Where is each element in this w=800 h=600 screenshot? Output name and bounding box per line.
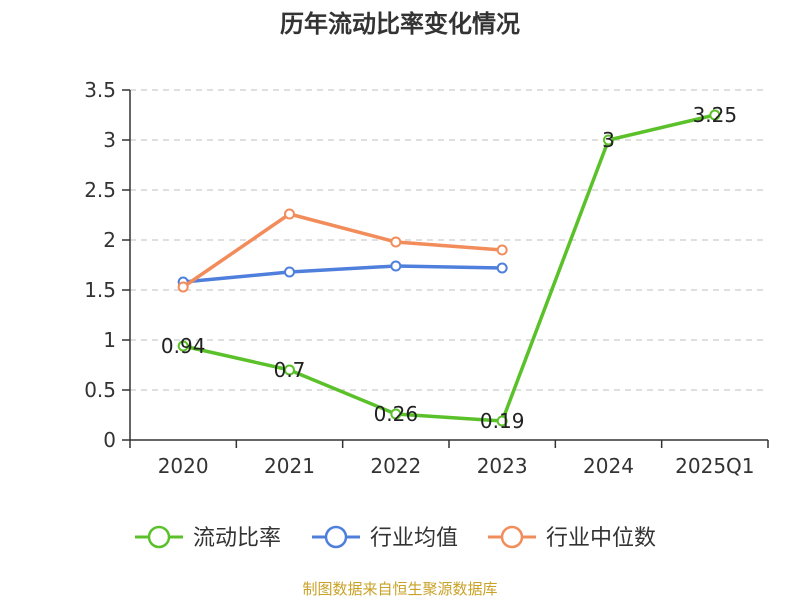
data-point: [603, 134, 614, 146]
data-point: [496, 415, 508, 427]
data-point: [284, 208, 295, 220]
y-tick-label: 3.5: [84, 78, 116, 102]
legend-label: 行业中位数: [546, 526, 656, 551]
data-point: [496, 262, 508, 274]
data-label: 0.26: [374, 402, 419, 426]
source-note: 制图数据来自恒生聚源数据库: [302, 580, 497, 598]
x-tick-label: 2023: [477, 454, 528, 478]
legend-swatch-marker: [324, 525, 348, 549]
legend: 流动比率 行业均值 行业中位数: [135, 525, 656, 551]
y-tick-label: 2: [103, 228, 116, 252]
y-tick-label: 0.5: [84, 378, 116, 402]
x-tick-label: 2024: [583, 454, 634, 478]
data-label: 0.94: [161, 334, 206, 358]
legend-label: 行业均值: [370, 526, 458, 551]
series-line-0: [181, 113, 717, 423]
legend-swatch-marker: [147, 525, 171, 549]
legend-swatch-marker: [500, 525, 524, 549]
series-line-1: [181, 264, 504, 284]
y-tick-label: 2.5: [84, 178, 116, 202]
legend-label: 流动比率: [193, 526, 281, 551]
data-point: [709, 109, 721, 121]
data-labels: 0.94 0.7 0.26 0.19 3 3.25: [161, 103, 737, 433]
x-tick-label: 2020: [158, 454, 209, 478]
gridlines: [130, 89, 768, 391]
x-tick-label: 2025Q1: [675, 454, 754, 478]
data-point: [284, 266, 295, 278]
chart-title: 历年流动比率变化情况: [280, 10, 520, 38]
data-point: [284, 364, 295, 376]
series-line-2: [181, 212, 504, 289]
x-tick-label: 2022: [370, 454, 421, 478]
y-tick-label: 3: [103, 128, 116, 152]
data-label: 3: [602, 128, 615, 152]
data-label: 3.25: [693, 103, 738, 127]
y-tick-label: 0: [103, 428, 116, 452]
axes: 0 0.5 1 1.5 2 2.5 3 3.5 2020 2021 2022 2023 2024 2025…: [84, 78, 769, 478]
data-point: [390, 236, 402, 248]
data-point: [177, 281, 189, 293]
x-tick-label: 2021: [264, 454, 315, 478]
data-label: 0.19: [480, 409, 525, 433]
data-point: [390, 408, 402, 420]
data-label: 0.7: [274, 358, 306, 382]
series-layer: [177, 109, 721, 427]
y-tick-label: 1.5: [84, 278, 116, 302]
data-point: [496, 244, 508, 256]
data-point: [390, 260, 402, 272]
data-point: [177, 340, 189, 352]
y-tick-label: 1: [103, 328, 116, 352]
